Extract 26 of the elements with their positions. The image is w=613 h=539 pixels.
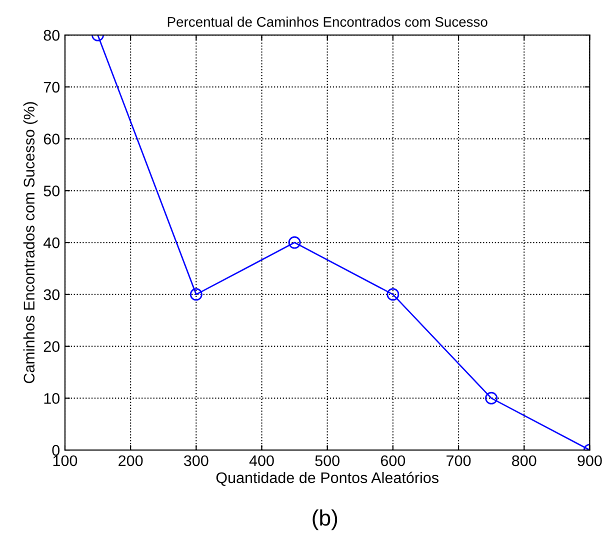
chart-title: Percentual de Caminhos Encontrados com Sucesso — [168, 16, 488, 27]
point — [190, 288, 202, 301]
text: (b) — [312, 509, 338, 530]
y-tick-label: 10 — [44, 393, 60, 404]
y-tick-label: 30 — [44, 289, 60, 300]
y-tick-label: 80 — [44, 30, 60, 41]
x-tick-label: 800 — [512, 455, 536, 466]
x-tick-label: 900 — [578, 455, 602, 466]
y-tick-label: 60 — [44, 134, 60, 144]
x-tick-label: 400 — [249, 455, 274, 466]
y-tick-label: 50 — [44, 186, 60, 196]
x-tick-label: 300 — [184, 455, 208, 466]
y-tick-label: 40 — [43, 237, 60, 248]
point — [485, 392, 498, 404]
x-axis-title: Quantidade de Pontos Aleatórios — [216, 472, 438, 486]
y-axis-title: Caminhos Encontrados com Sucesso (%) — [23, 102, 38, 384]
x-tick-label: 500 — [315, 455, 340, 466]
point — [288, 236, 301, 249]
point — [386, 288, 400, 301]
x-tick-label: 100 — [53, 455, 78, 466]
x-tick-label: 600 — [380, 455, 406, 466]
y-tick-label: 20 — [44, 341, 60, 352]
x-tick-label: 200 — [118, 455, 143, 466]
y-tick-label: 0 — [52, 444, 60, 456]
y-tick-label: 70 — [44, 82, 60, 93]
x-tick-label: 700 — [446, 455, 471, 466]
